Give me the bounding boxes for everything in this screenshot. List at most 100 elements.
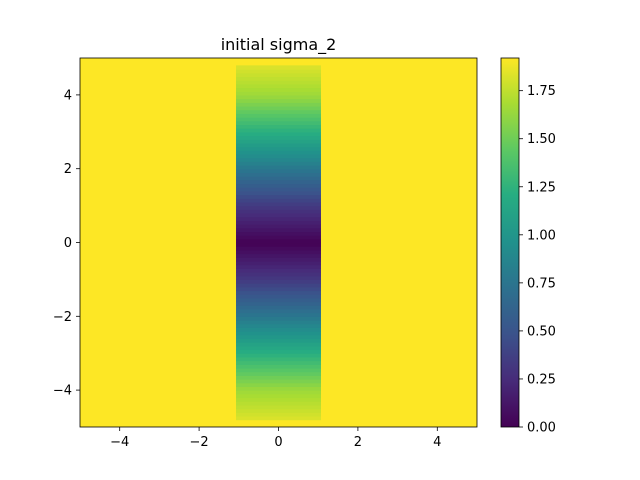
y-tick-label: −2 xyxy=(53,310,72,325)
heatmap-cell xyxy=(236,294,321,299)
heatmap-cell xyxy=(236,131,321,137)
colorbar-tick-label: 1.50 xyxy=(527,132,556,147)
heatmap-cell xyxy=(236,390,321,395)
heatmap-cell xyxy=(236,367,321,373)
heatmap-cell xyxy=(236,190,321,196)
heatmap-cell xyxy=(236,183,321,188)
heatmap-cell xyxy=(236,268,321,273)
heatmap-cell xyxy=(236,286,321,292)
heatmap-cell xyxy=(236,76,321,81)
heatmap-cell xyxy=(236,275,321,280)
heatmap-cell xyxy=(236,142,321,148)
heatmap-cell xyxy=(236,98,321,103)
heatmap-cell xyxy=(236,404,321,410)
heatmap-cell xyxy=(236,212,321,218)
heatmap-cell xyxy=(236,257,321,262)
heatmap-cell xyxy=(236,220,321,225)
heatmap-cell xyxy=(236,327,321,332)
heatmap-cell xyxy=(236,165,321,170)
heatmap-cell xyxy=(236,172,321,177)
heatmap-cell xyxy=(236,65,321,70)
heatmap-cell xyxy=(236,224,321,229)
heatmap-cell xyxy=(236,305,321,310)
y-tick-label: 4 xyxy=(64,88,72,103)
heatmap-cell xyxy=(236,124,321,129)
colorbar-tick-label: 1.25 xyxy=(527,180,556,195)
plot-area xyxy=(79,57,478,428)
heatmap-cell xyxy=(236,113,321,118)
heatmap-cell xyxy=(236,342,321,347)
heatmap-cell xyxy=(236,272,321,277)
heatmap-cell xyxy=(236,231,321,236)
heatmap-cell xyxy=(236,297,321,303)
heatmap-cell xyxy=(236,227,321,233)
colorbar-tick-label: 0.75 xyxy=(527,276,556,291)
x-tick-label: 2 xyxy=(354,435,362,450)
heatmap-cell xyxy=(236,120,321,126)
heatmap-cell xyxy=(236,331,321,336)
y-axis: −4 −2 0 2 4 xyxy=(53,88,80,399)
y-tick-label: −4 xyxy=(53,384,72,399)
heatmap-cell xyxy=(236,283,321,288)
heatmap-cell xyxy=(236,128,321,133)
x-axis: −4 −2 0 2 4 xyxy=(110,427,441,450)
heatmap-cell xyxy=(236,91,321,96)
colorbar: 0.00 0.25 0.50 0.75 1.00 1.25 1.50 1.75 xyxy=(500,57,556,436)
colorbar-gradient xyxy=(500,57,520,428)
heatmap-cell xyxy=(236,364,321,369)
heatmap-cell xyxy=(236,279,321,284)
heatmap-cell xyxy=(236,386,321,391)
colorbar-tick-label: 0.25 xyxy=(527,372,556,387)
heatmap-cell xyxy=(236,334,321,340)
heatmap-cell xyxy=(236,249,321,255)
heatmap-cell xyxy=(236,379,321,384)
heatmap-cell xyxy=(236,176,321,181)
heatmap-cell xyxy=(236,135,321,140)
heatmap-cell xyxy=(236,80,321,85)
heatmap-cell xyxy=(236,157,321,162)
heatmap-cell xyxy=(236,83,321,89)
heatmap-cell xyxy=(236,253,321,258)
heatmap-cell xyxy=(236,194,321,199)
heatmap-cell xyxy=(236,260,321,266)
x-tick-label: 0 xyxy=(274,435,282,450)
colorbar-tick-label: 1.75 xyxy=(527,84,556,99)
heatmap-cell xyxy=(236,338,321,343)
y-tick-label: 2 xyxy=(64,162,72,177)
heatmap-cell xyxy=(236,360,321,365)
x-tick-label: −4 xyxy=(110,435,129,450)
heatmap-cell xyxy=(236,349,321,354)
heatmap-cell xyxy=(236,415,321,421)
x-tick-label: −2 xyxy=(190,435,209,450)
heatmap-cell xyxy=(236,312,321,317)
heatmap-cell xyxy=(236,235,321,240)
heatmap-cell xyxy=(236,308,321,314)
heatmap-cell xyxy=(236,301,321,306)
heatmap-cell xyxy=(236,264,321,269)
heatmap-cell xyxy=(236,408,321,413)
heatmap-cell xyxy=(236,242,321,247)
heatmap-cell xyxy=(236,187,321,192)
heatmap-cell xyxy=(236,216,321,221)
heatmap-cell xyxy=(236,316,321,321)
heatmap-cell xyxy=(236,345,321,351)
colorbar-tick-label: 0.50 xyxy=(527,324,556,339)
heatmap-cell xyxy=(236,323,321,328)
heatmap-cell xyxy=(236,69,321,74)
heatmap-cell xyxy=(236,168,321,173)
heatmap-cell xyxy=(236,161,321,166)
heatmap-cell xyxy=(236,87,321,92)
heatmap-cell xyxy=(236,117,321,122)
heatmap-cell xyxy=(236,238,321,244)
colorbar-tick-label: 0.00 xyxy=(527,421,556,436)
heatmap-cell xyxy=(236,150,321,155)
heatmap-cell xyxy=(236,393,321,399)
heatmap-cell xyxy=(236,375,321,380)
heatmap-cell xyxy=(236,146,321,151)
heatmap-cell xyxy=(236,102,321,107)
heatmap-cell xyxy=(236,153,321,159)
heatmap-cell xyxy=(236,205,321,210)
heatmap-cell xyxy=(236,139,321,144)
heatmap-cell xyxy=(236,290,321,295)
